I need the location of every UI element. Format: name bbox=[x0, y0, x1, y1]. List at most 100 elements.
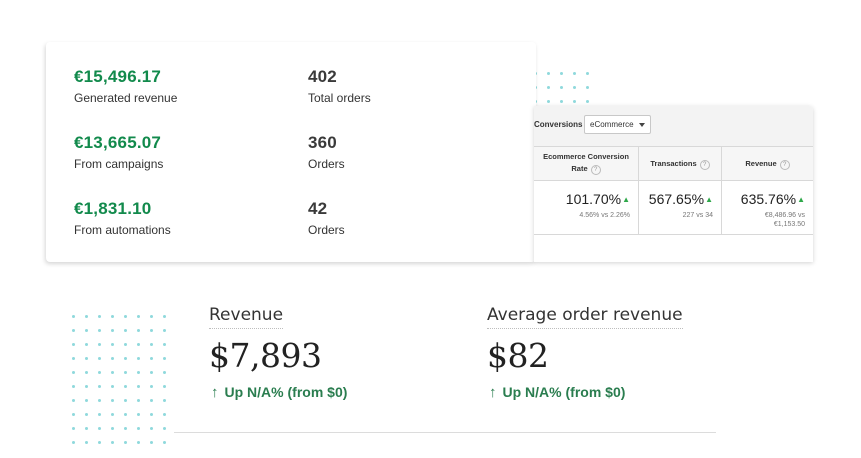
decorative-dot bbox=[150, 315, 153, 318]
decorative-dot bbox=[72, 441, 75, 444]
decorative-dot bbox=[85, 315, 88, 318]
arrow-up-icon: ↑ bbox=[489, 384, 497, 401]
total-orders-label: Total orders bbox=[308, 91, 371, 105]
revenue-change-indicator: ↑ Up N/A% (from $0) bbox=[211, 384, 347, 401]
decorative-dot bbox=[150, 385, 153, 388]
decorative-dot bbox=[85, 399, 88, 402]
conversion-type-selected: eCommerce bbox=[590, 120, 634, 129]
decorative-dot bbox=[573, 100, 576, 103]
decorative-dot bbox=[163, 427, 166, 430]
help-icon[interactable]: ? bbox=[699, 160, 710, 170]
conversions-label: Conversions bbox=[534, 120, 583, 129]
header-transactions[interactable]: Transactions? bbox=[639, 147, 722, 181]
decorative-dot bbox=[98, 343, 101, 346]
header-conversion-rate-line1: Ecommerce Conversion bbox=[543, 152, 629, 161]
decorative-dot bbox=[163, 413, 166, 416]
decorative-dot bbox=[137, 343, 140, 346]
decorative-dot bbox=[111, 315, 114, 318]
decorative-dot bbox=[98, 329, 101, 332]
decorative-dot bbox=[137, 413, 140, 416]
decorative-dot bbox=[137, 399, 140, 402]
help-icon[interactable]: ? bbox=[590, 165, 601, 175]
generated-revenue-label: Generated revenue bbox=[74, 91, 178, 105]
decorative-dot bbox=[98, 357, 101, 360]
decorative-dot bbox=[111, 371, 114, 374]
decorative-dot bbox=[85, 371, 88, 374]
up-arrow-icon: ▲ bbox=[622, 195, 630, 204]
campaigns-revenue-stat: €13,665.07 From campaigns bbox=[74, 133, 163, 171]
decorative-dot bbox=[137, 315, 140, 318]
revenue-change: 635.76%▲ bbox=[740, 191, 805, 207]
decorative-dot bbox=[85, 343, 88, 346]
divider bbox=[174, 432, 716, 433]
decorative-dot bbox=[560, 100, 563, 103]
decorative-dot bbox=[85, 329, 88, 332]
cell-transactions: 567.65%▲ 227 vs 34 bbox=[639, 181, 722, 235]
decorative-dot bbox=[72, 385, 75, 388]
generated-revenue-stat: €15,496.17 Generated revenue bbox=[74, 67, 177, 105]
decorative-dot bbox=[150, 329, 153, 332]
campaigns-orders-value: 360 bbox=[308, 133, 337, 152]
campaigns-revenue-value: €13,665.07 bbox=[74, 133, 162, 152]
decorative-dot bbox=[111, 413, 114, 416]
decorative-dot bbox=[163, 357, 166, 360]
decorative-dot bbox=[72, 399, 75, 402]
decorative-dot bbox=[85, 357, 88, 360]
decorative-dot bbox=[111, 427, 114, 430]
conversion-type-select[interactable]: eCommerce bbox=[584, 115, 651, 134]
average-order-revenue-value: $82 bbox=[487, 336, 549, 375]
automations-orders-label: Orders bbox=[308, 223, 345, 237]
decorative-dot bbox=[573, 86, 576, 89]
help-icon[interactable]: ? bbox=[779, 160, 790, 170]
header-ecommerce-conversion-rate[interactable]: Ecommerce Conversion Rate? bbox=[534, 147, 639, 181]
decorative-dot bbox=[111, 399, 114, 402]
transactions-comparison: 227 vs 34 bbox=[682, 212, 713, 219]
decorative-dot bbox=[163, 385, 166, 388]
decorative-dot bbox=[72, 413, 75, 416]
decorative-dot bbox=[72, 329, 75, 332]
decorative-dot bbox=[124, 315, 127, 318]
decorative-dot bbox=[98, 441, 101, 444]
average-order-change-indicator: ↑ Up N/A% (from $0) bbox=[489, 384, 625, 401]
decorative-dot bbox=[124, 385, 127, 388]
decorative-dot bbox=[111, 357, 114, 360]
total-orders-stat: 402 Total orders bbox=[308, 67, 371, 105]
decorative-dot bbox=[547, 72, 550, 75]
decorative-dot bbox=[124, 343, 127, 346]
decorative-dot bbox=[150, 427, 153, 430]
header-revenue-label: Revenue bbox=[745, 159, 777, 168]
decorative-dot bbox=[137, 329, 140, 332]
decorative-dot bbox=[137, 427, 140, 430]
decorative-dot bbox=[124, 329, 127, 332]
decorative-dot bbox=[98, 371, 101, 374]
decorative-dot bbox=[72, 357, 75, 360]
decorative-dot bbox=[98, 413, 101, 416]
campaigns-orders-stat: 360 Orders bbox=[308, 133, 345, 171]
decorative-dot bbox=[98, 399, 101, 402]
revenue-comparison: €8,486.96 vs €1,153.50 bbox=[764, 212, 805, 228]
decorative-dot bbox=[111, 441, 114, 444]
header-revenue[interactable]: Revenue? bbox=[722, 147, 813, 181]
decorative-dot bbox=[137, 441, 140, 444]
revenue-summary-card: €15,496.17 Generated revenue 402 Total o… bbox=[46, 42, 536, 262]
decorative-dot bbox=[111, 343, 114, 346]
conversions-toolbar: Conversions eCommerce bbox=[534, 106, 813, 147]
decorative-dot bbox=[547, 86, 550, 89]
automations-orders-value: 42 bbox=[308, 199, 328, 218]
decorative-dot bbox=[124, 441, 127, 444]
revenue-value: $7,893 bbox=[209, 336, 322, 375]
header-conversion-rate-line2: Rate? bbox=[534, 163, 638, 175]
revenue-change-text: Up N/A% (from $0) bbox=[224, 384, 348, 400]
decorative-dot bbox=[586, 86, 589, 89]
transactions-change: 567.65%▲ bbox=[648, 191, 713, 207]
decorative-dot bbox=[85, 427, 88, 430]
decorative-dot bbox=[560, 72, 563, 75]
decorative-dot bbox=[163, 399, 166, 402]
average-order-change-text: Up N/A% (from $0) bbox=[502, 384, 626, 400]
decorative-dot bbox=[85, 413, 88, 416]
campaigns-revenue-label: From campaigns bbox=[74, 157, 164, 171]
decorative-dot bbox=[98, 315, 101, 318]
decorative-dot bbox=[124, 357, 127, 360]
conversion-rate-change: 101.70%▲ bbox=[565, 191, 630, 207]
automations-revenue-value: €1,831.10 bbox=[74, 199, 152, 218]
